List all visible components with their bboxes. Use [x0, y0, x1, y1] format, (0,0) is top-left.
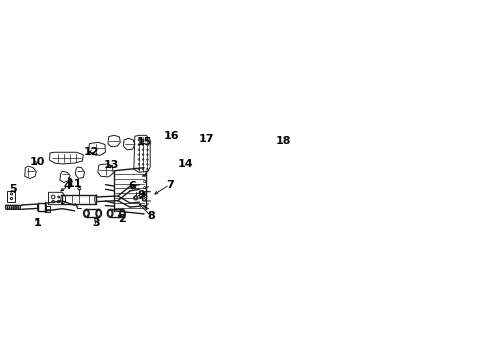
- Text: 13: 13: [103, 160, 119, 170]
- Text: 2: 2: [119, 215, 126, 225]
- Text: 18: 18: [275, 135, 291, 145]
- Text: 5: 5: [9, 184, 17, 194]
- Text: 10: 10: [29, 157, 45, 167]
- Text: 16: 16: [163, 131, 179, 141]
- Text: 14: 14: [177, 159, 192, 169]
- Text: 8: 8: [147, 211, 155, 221]
- Text: 6: 6: [128, 181, 136, 190]
- Text: 7: 7: [165, 180, 173, 190]
- Text: 4: 4: [64, 181, 72, 191]
- Text: 12: 12: [84, 147, 99, 157]
- Text: 17: 17: [199, 134, 214, 144]
- Text: 3: 3: [92, 217, 100, 228]
- Text: 11: 11: [67, 179, 82, 189]
- Text: 1: 1: [33, 217, 41, 228]
- Text: 15: 15: [136, 138, 151, 147]
- Text: 9: 9: [137, 190, 144, 201]
